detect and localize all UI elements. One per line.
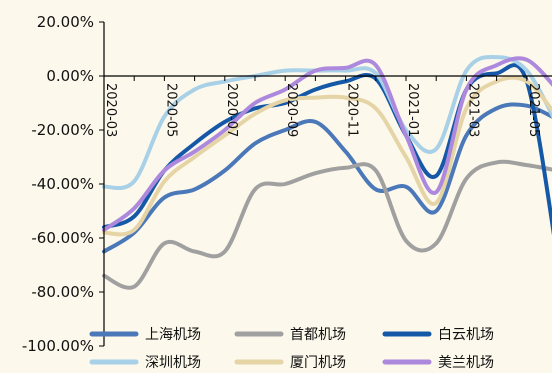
x-tick-label: 2021-01 bbox=[405, 83, 420, 137]
series-line-2 bbox=[102, 63, 552, 236]
x-tick-labels: 2020-03 2020-05 2020-07 2020-09 2020-11 2021-… bbox=[103, 83, 541, 137]
x-tick-label: 2021-05 bbox=[526, 83, 541, 137]
x-tick-label: 2020-09 bbox=[284, 83, 299, 137]
axes bbox=[99, 21, 552, 347]
y-tick-label: -100.00% bbox=[22, 337, 94, 355]
y-tick-labels: 20.00% 0.00% -20.00% -40.00% -60.00% -80.00% -… bbox=[22, 13, 94, 355]
y-tick-label: -80.00% bbox=[31, 283, 94, 301]
legend-label: 厦门机场 bbox=[290, 355, 346, 371]
series-layer bbox=[102, 55, 552, 290]
series-line-5 bbox=[102, 56, 552, 232]
series-line-3 bbox=[102, 55, 552, 191]
y-tick-label: 0.00% bbox=[46, 67, 94, 85]
legend-label: 深圳机场 bbox=[145, 355, 201, 371]
x-tick-label: 2021-03 bbox=[465, 83, 480, 137]
series-line-4 bbox=[102, 75, 552, 237]
x-tick-label: 2020-03 bbox=[103, 83, 118, 137]
series-line-1 bbox=[102, 159, 552, 290]
y-tick-label: -40.00% bbox=[31, 175, 94, 193]
legend-label: 上海机场 bbox=[145, 327, 201, 343]
y-tick-label: 20.00% bbox=[37, 13, 94, 31]
y-tick-label: -20.00% bbox=[31, 121, 94, 139]
legend-label: 美兰机场 bbox=[438, 355, 494, 371]
x-tick-label: 2020-07 bbox=[224, 83, 239, 137]
y-tick-label: -60.00% bbox=[31, 229, 94, 247]
x-tick-label: 2020-11 bbox=[345, 83, 360, 137]
legend-label: 白云机场 bbox=[438, 327, 494, 343]
series-line-0 bbox=[102, 102, 552, 254]
x-tick-label: 2020-05 bbox=[163, 83, 178, 137]
legend-label: 首都机场 bbox=[290, 327, 346, 343]
